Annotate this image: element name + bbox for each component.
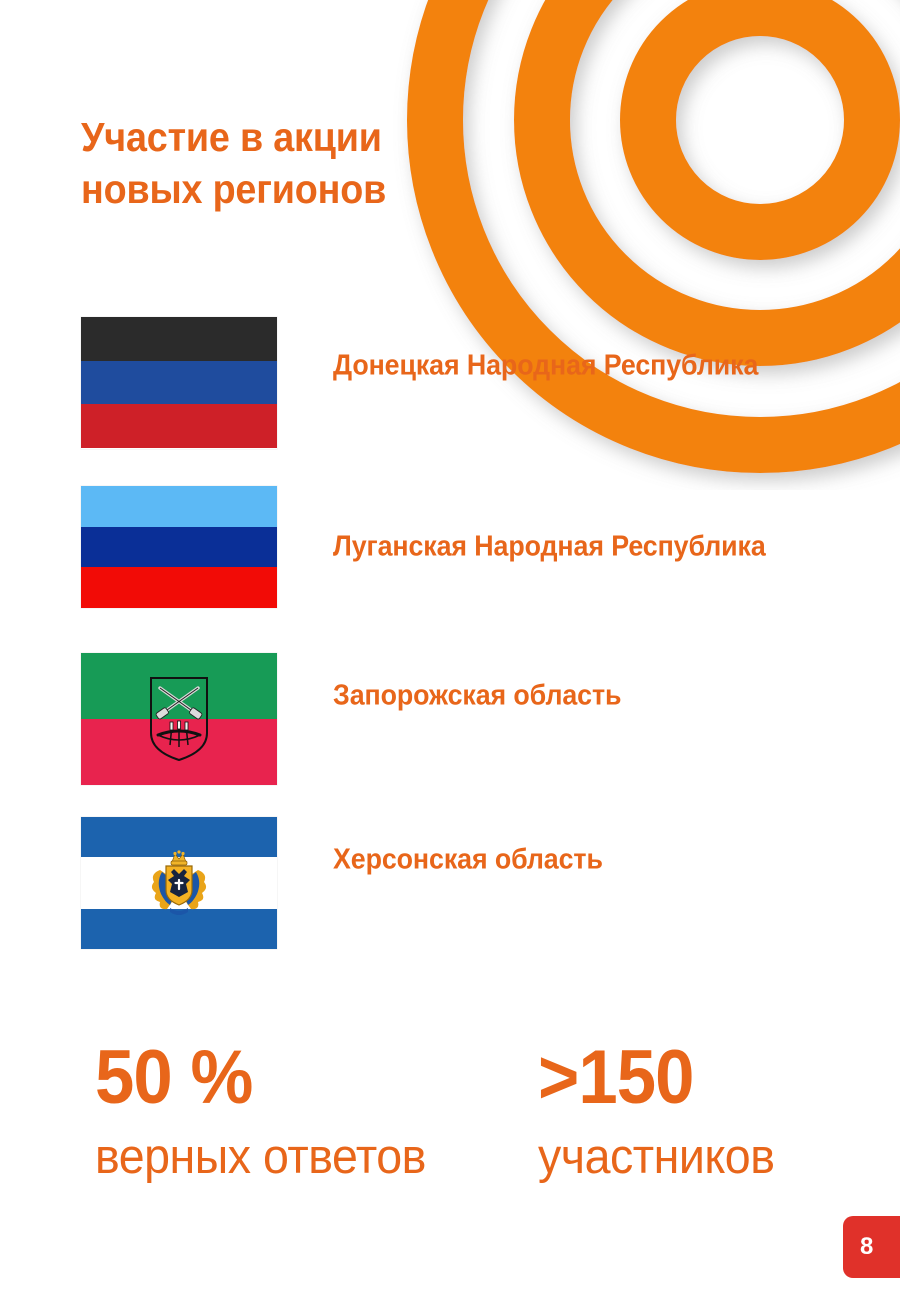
flag-kherson-oblast bbox=[81, 817, 277, 949]
flag-band-green bbox=[81, 653, 277, 719]
flag-lugansk-peoples-republic bbox=[81, 486, 277, 608]
flag-zaporozhye-oblast bbox=[81, 653, 277, 785]
flag-donetsk-peoples-republic bbox=[81, 316, 277, 449]
stat-participants: >150 участников bbox=[538, 1035, 787, 1185]
stat-caption: верных ответов bbox=[95, 1130, 426, 1185]
flag-band-red bbox=[81, 404, 277, 449]
page-number: 8 bbox=[860, 1233, 874, 1260]
list-item: Луганская Народная Республика bbox=[0, 465, 900, 630]
list-item: Донецкая Народная Республика bbox=[0, 300, 900, 465]
stat-value: 50 % bbox=[95, 1035, 253, 1120]
flag-band-blue-bottom bbox=[81, 909, 277, 949]
list-item: Херсонская область bbox=[0, 795, 900, 960]
flag-band-blue-top bbox=[81, 817, 277, 857]
region-label-zaporozhye: Запорожская область bbox=[333, 679, 622, 712]
region-label-kherson: Херсонская область bbox=[333, 843, 603, 876]
flag-band-light-blue bbox=[81, 486, 277, 527]
page-title: Участие в акции новых регионов bbox=[81, 114, 387, 212]
stat-correct-answers: 50 % верных ответов bbox=[95, 1035, 443, 1185]
regions-list: Донецкая Народная Республика Луганская Н… bbox=[0, 300, 900, 960]
coat-of-arms-kherson-icon bbox=[148, 848, 210, 918]
stat-caption: участников bbox=[538, 1130, 775, 1185]
region-label-donetsk: Донецкая Народная Республика bbox=[333, 349, 759, 382]
stat-value: >150 bbox=[538, 1035, 694, 1120]
flag-band-red bbox=[81, 567, 277, 608]
flag-band-blue bbox=[81, 360, 277, 405]
region-label-lugansk: Луганская Народная Республика bbox=[333, 530, 766, 563]
flag-band-dark-blue bbox=[81, 526, 277, 568]
list-item: Запорожская область bbox=[0, 630, 900, 795]
coat-of-arms-zaporozhye-icon bbox=[148, 675, 210, 763]
page-number-badge: 8 bbox=[843, 1216, 900, 1278]
flag-band-black bbox=[81, 316, 277, 361]
statistics: 50 % верных ответов >150 участников bbox=[0, 1035, 900, 1212]
